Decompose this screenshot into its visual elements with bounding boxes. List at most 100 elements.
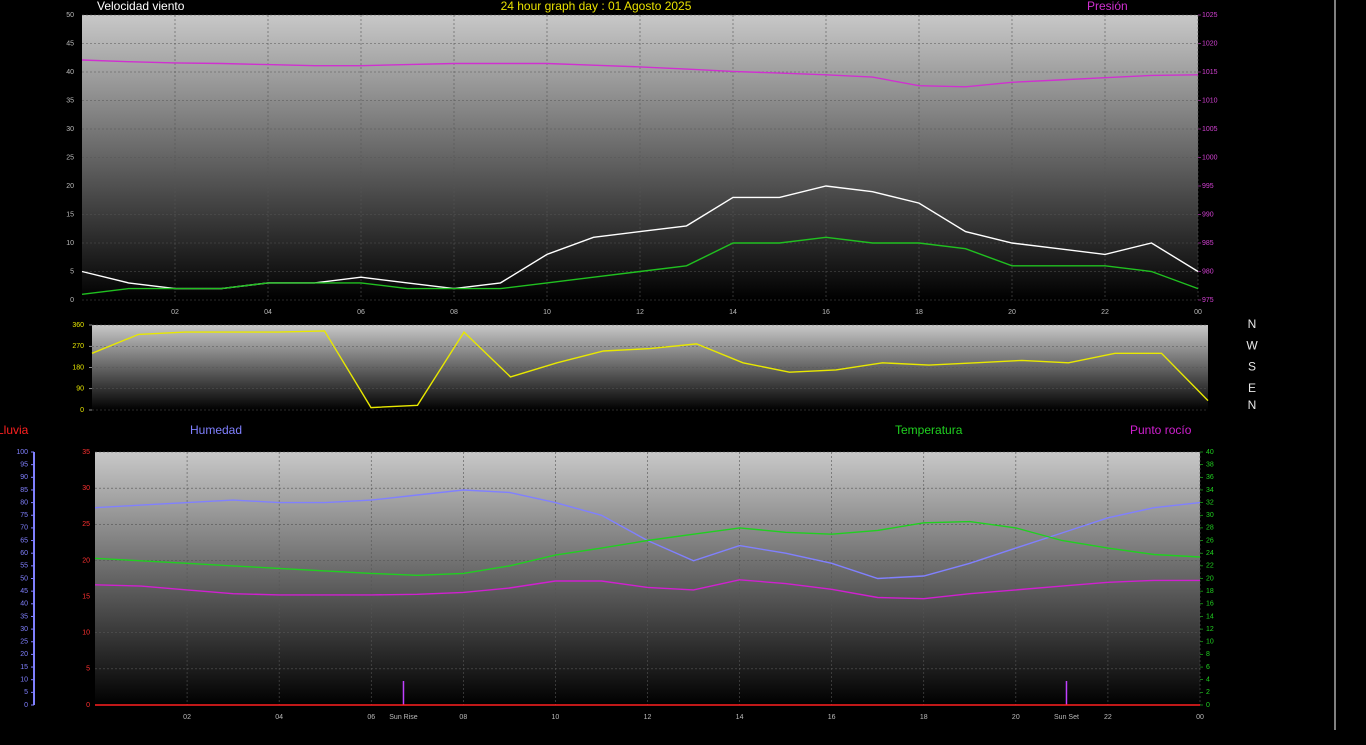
x-tick-label: 00 [1194, 309, 1202, 316]
y2-tick-label: W [1246, 338, 1258, 352]
page-title: 24 hour graph day : 01 Agosto 2025 [501, 0, 692, 13]
x-tick-label: 20 [1008, 309, 1016, 316]
x-tick-label: 16 [822, 309, 830, 316]
y-tick-label: 20 [82, 557, 90, 564]
y2-tick-label: 40 [1206, 449, 1214, 456]
x-tick-label: 10 [552, 714, 560, 721]
x-tick-label: 06 [357, 309, 365, 316]
y-tick-label: 20 [66, 183, 74, 190]
y3-tick-label: 35 [20, 613, 28, 620]
x-tick-label: 20 [1012, 714, 1020, 721]
series-name: Punto rocío [1130, 423, 1192, 437]
x-tick-label: 10 [543, 309, 551, 316]
y2-tick-label: 24 [1206, 550, 1214, 557]
y3-tick-label: 65 [20, 537, 28, 544]
y-tick-label: 10 [82, 630, 90, 637]
x-tick-label: 18 [915, 309, 923, 316]
y2-tick-label: 18 [1206, 588, 1214, 595]
series-line [81, 59, 1199, 88]
y2-tick-label: 34 [1206, 487, 1214, 494]
x-tick-label: 22 [1104, 714, 1112, 721]
series-line [94, 579, 1200, 600]
y2-tick-label: 4 [1206, 677, 1210, 684]
x-tick-label: 12 [636, 309, 644, 316]
y2-tick-label: 985 [1202, 240, 1214, 247]
series-name: Humedad [190, 423, 242, 437]
y2-tick-label: N [1248, 398, 1257, 412]
y-tick-label: 45 [66, 40, 74, 47]
sun-label: Sun Rise [389, 714, 418, 721]
y2-tick-label: 26 [1206, 537, 1214, 544]
x-tick-label: 08 [459, 714, 467, 721]
y3-tick-label: 5 [24, 689, 28, 696]
y2-tick-label: 975 [1202, 297, 1214, 304]
y3-tick-label: 80 [20, 499, 28, 506]
y2-tick-label: 8 [1206, 651, 1210, 658]
y2-tick-label: 1005 [1202, 126, 1218, 133]
y3-tick-label: 0 [24, 702, 28, 709]
y-tick-label: 35 [82, 449, 90, 456]
y3-tick-label: 20 [20, 651, 28, 658]
y-tick-label: 50 [66, 12, 74, 19]
y2-tick-label: 995 [1202, 183, 1214, 190]
series-name: Presión [1087, 0, 1128, 13]
x-tick-label: 14 [736, 714, 744, 721]
x-tick-label: 06 [367, 714, 375, 721]
plot-area [95, 452, 1200, 705]
y-tick-label: 270 [72, 343, 84, 350]
series-line [81, 236, 1199, 295]
y2-tick-label: 16 [1206, 601, 1214, 608]
y2-tick-label: 1015 [1202, 69, 1218, 76]
y2-tick-label: 1025 [1202, 12, 1218, 19]
y3-tick-label: 10 [20, 677, 28, 684]
y3-tick-label: 60 [20, 550, 28, 557]
y2-tick-label: 38 [1206, 461, 1214, 468]
y2-tick-label: 14 [1206, 613, 1214, 620]
y-tick-label: 40 [66, 69, 74, 76]
y3-tick-label: 75 [20, 512, 28, 519]
y-tick-label: 5 [86, 666, 90, 673]
y-tick-label: 0 [80, 407, 84, 414]
y2-tick-label: 12 [1206, 626, 1214, 633]
x-tick-label: 04 [275, 714, 283, 721]
y3-tick-label: 15 [20, 664, 28, 671]
y-tick-label: 30 [82, 485, 90, 492]
y2-tick-label: 22 [1206, 563, 1214, 570]
y2-tick-label: 1000 [1202, 154, 1218, 161]
y-tick-label: 35 [66, 97, 74, 104]
y2-tick-label: 6 [1206, 664, 1210, 671]
x-tick-label: 08 [450, 309, 458, 316]
y3-tick-label: 100 [16, 449, 28, 456]
y3-tick-label: 95 [20, 461, 28, 468]
y-tick-label: 5 [70, 268, 74, 275]
x-tick-label: 02 [183, 714, 191, 721]
x-tick-label: 02 [171, 309, 179, 316]
y3-tick-label: 70 [20, 525, 28, 532]
y2-tick-label: 10 [1206, 639, 1214, 646]
y3-tick-label: 30 [20, 626, 28, 633]
x-tick-label: 12 [644, 714, 652, 721]
series-name: Temperatura [895, 423, 963, 437]
y-tick-label: 15 [66, 211, 74, 218]
y2-tick-label: 990 [1202, 211, 1214, 218]
y2-tick-label: S [1248, 360, 1256, 374]
sun-label: Sun Set [1054, 714, 1079, 721]
y2-tick-label: N [1248, 317, 1257, 331]
y-tick-label: 360 [72, 322, 84, 329]
y2-tick-label: 0 [1206, 702, 1210, 709]
y-tick-label: 15 [82, 593, 90, 600]
y2-tick-label: 28 [1206, 525, 1214, 532]
y3-tick-label: 25 [20, 639, 28, 646]
x-tick-label: 00 [1196, 714, 1204, 721]
y2-tick-label: 2 [1206, 689, 1210, 696]
y-tick-label: 0 [86, 702, 90, 709]
series-name: Velocidad viento [97, 0, 185, 13]
y2-tick-label: 20 [1206, 575, 1214, 582]
y2-tick-label: 980 [1202, 268, 1214, 275]
x-tick-label: 18 [920, 714, 928, 721]
x-tick-label: 16 [828, 714, 836, 721]
y3-tick-label: 85 [20, 487, 28, 494]
y-tick-label: 180 [72, 364, 84, 371]
